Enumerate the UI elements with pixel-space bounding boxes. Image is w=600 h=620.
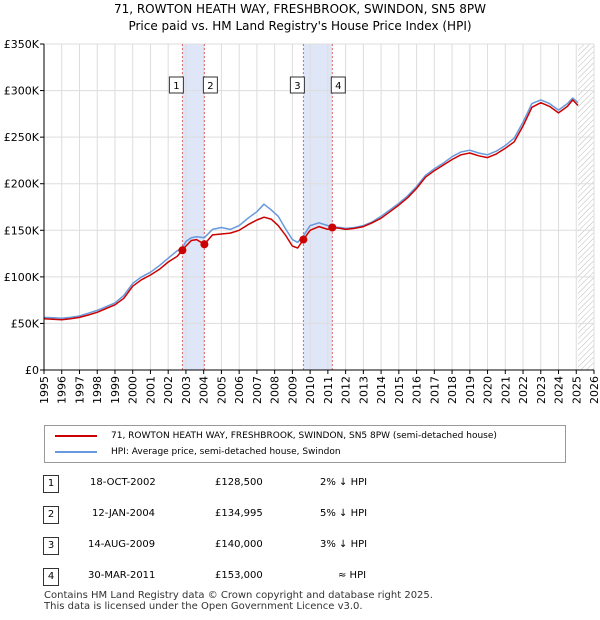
legend-swatch-property xyxy=(55,435,97,437)
x-tick-label: 2004 xyxy=(198,376,211,404)
price-chart: 1 2 3 4 £0 £50K £100K £150K £200K £250K £300K £350… xyxy=(4,38,600,404)
transaction-price: £128,500 xyxy=(215,477,263,488)
transaction-vs-hpi: 5% ↓ HPI xyxy=(320,508,368,519)
forecast-hatch xyxy=(578,44,594,370)
y-tick-label: £300K xyxy=(4,85,40,98)
transaction-vs-hpi: 3% ↓ HPI xyxy=(320,539,368,550)
transaction-date: 18-OCT-2002 xyxy=(90,477,156,488)
x-tick-label: 1996 xyxy=(56,376,69,404)
transaction-row: 1 18-OCT-2002 £128,500 2% ↓ HPI xyxy=(0,475,600,493)
y-tick-label: £250K xyxy=(4,131,40,144)
x-tick-label: 2011 xyxy=(322,376,335,404)
sale-label-box xyxy=(330,76,346,94)
sale-label-box xyxy=(289,76,305,94)
transaction-number: 3 xyxy=(43,537,59,555)
x-tick-label: 2025 xyxy=(570,376,583,404)
sale-label-box xyxy=(202,76,218,94)
x-tick-label: 2023 xyxy=(535,376,548,404)
transaction-date: 14-AUG-2009 xyxy=(88,539,156,550)
y-tick-label: £100K xyxy=(4,271,40,284)
x-tick-label: 2019 xyxy=(464,376,477,404)
sale-point xyxy=(299,235,308,244)
x-tick-label: 2014 xyxy=(375,376,388,404)
x-tick-label: 2010 xyxy=(304,376,317,404)
transaction-date: 12-JAN-2004 xyxy=(92,508,156,519)
chart-legend: 71, ROWTON HEATH WAY, FRESHBROOK, SWINDO… xyxy=(44,425,566,463)
x-tick-label: 2003 xyxy=(180,376,193,404)
x-tick-label: 2012 xyxy=(340,376,353,404)
x-tick-label: 2009 xyxy=(286,376,299,404)
x-tick-label: 2016 xyxy=(411,376,424,404)
x-tick-label: 1998 xyxy=(91,376,104,404)
y-tick-label: £150K xyxy=(4,224,40,237)
x-tick-label: 2022 xyxy=(517,376,530,404)
x-tick-label: 2005 xyxy=(215,376,228,404)
legend-label-hpi: HPI: Average price, semi-detached house,… xyxy=(111,447,341,457)
transaction-number: 2 xyxy=(43,506,59,524)
x-tick-label: 2000 xyxy=(127,376,140,404)
transaction-row: 4 30-MAR-2011 £153,000 ≈ HPI xyxy=(0,568,600,586)
transaction-row: 3 14-AUG-2009 £140,000 3% ↓ HPI xyxy=(0,537,600,555)
x-tick-label: 2017 xyxy=(428,376,441,404)
x-tick-label: 2002 xyxy=(162,376,175,404)
x-tick-label: 2026 xyxy=(588,376,600,404)
transaction-date: 30-MAR-2011 xyxy=(88,570,156,581)
transaction-row: 2 12-JAN-2004 £134,995 5% ↓ HPI xyxy=(0,506,600,524)
sale-label-number: 2 xyxy=(207,81,213,92)
x-tick-label: 2013 xyxy=(357,376,370,404)
x-tick-label: 2020 xyxy=(482,376,495,404)
legend-item-property: 71, ROWTON HEATH WAY, FRESHBROOK, SWINDO… xyxy=(45,428,497,444)
chart-title: 71, ROWTON HEATH WAY, FRESHBROOK, SWINDO… xyxy=(113,2,487,16)
transaction-number: 1 xyxy=(43,475,59,493)
x-tick-label: 2007 xyxy=(251,376,264,404)
transaction-price: £153,000 xyxy=(215,570,263,581)
y-tick-label: £200K xyxy=(4,178,40,191)
x-tick-label: 2021 xyxy=(499,376,512,404)
sale-point xyxy=(178,246,187,255)
sale-label-number: 1 xyxy=(173,81,179,92)
transaction-price: £134,995 xyxy=(215,508,263,519)
x-tick-label: 2001 xyxy=(144,376,157,404)
footer-license: This data is licensed under the Open Gov… xyxy=(44,601,363,612)
sale-label-number: 4 xyxy=(335,81,341,92)
y-tick-label: £0 xyxy=(25,364,39,377)
x-tick-label: 2006 xyxy=(233,376,246,404)
y-tick-label: £350K xyxy=(4,38,40,51)
legend-label-property: 71, ROWTON HEATH WAY, FRESHBROOK, SWINDO… xyxy=(111,431,497,441)
x-tick-label: 2015 xyxy=(393,376,406,404)
legend-swatch-hpi xyxy=(55,451,97,453)
sale-point xyxy=(200,240,209,249)
x-tick-label: 2008 xyxy=(269,376,282,404)
transaction-vs-hpi: 2% ↓ HPI xyxy=(320,477,368,488)
chart-subtitle: Price paid vs. HM Land Registry's House … xyxy=(128,19,472,33)
y-tick-label: £50K xyxy=(11,317,40,330)
sale-point xyxy=(328,223,337,232)
legend-item-hpi: HPI: Average price, semi-detached house,… xyxy=(45,444,341,460)
x-tick-label: 2024 xyxy=(553,376,566,404)
transaction-vs-hpi: ≈ HPI xyxy=(338,570,367,581)
x-tick-label: 1997 xyxy=(73,376,86,404)
x-tick-label: 1995 xyxy=(38,376,51,404)
sale-label-number: 3 xyxy=(294,81,300,92)
transaction-price: £140,000 xyxy=(215,539,263,550)
x-tick-label: 1999 xyxy=(109,376,122,404)
footer-copyright: Contains HM Land Registry data © Crown c… xyxy=(44,590,433,601)
x-tick-label: 2018 xyxy=(446,376,459,404)
shaded-period xyxy=(182,44,205,370)
sale-label-box xyxy=(168,76,184,94)
transaction-number: 4 xyxy=(43,568,59,586)
